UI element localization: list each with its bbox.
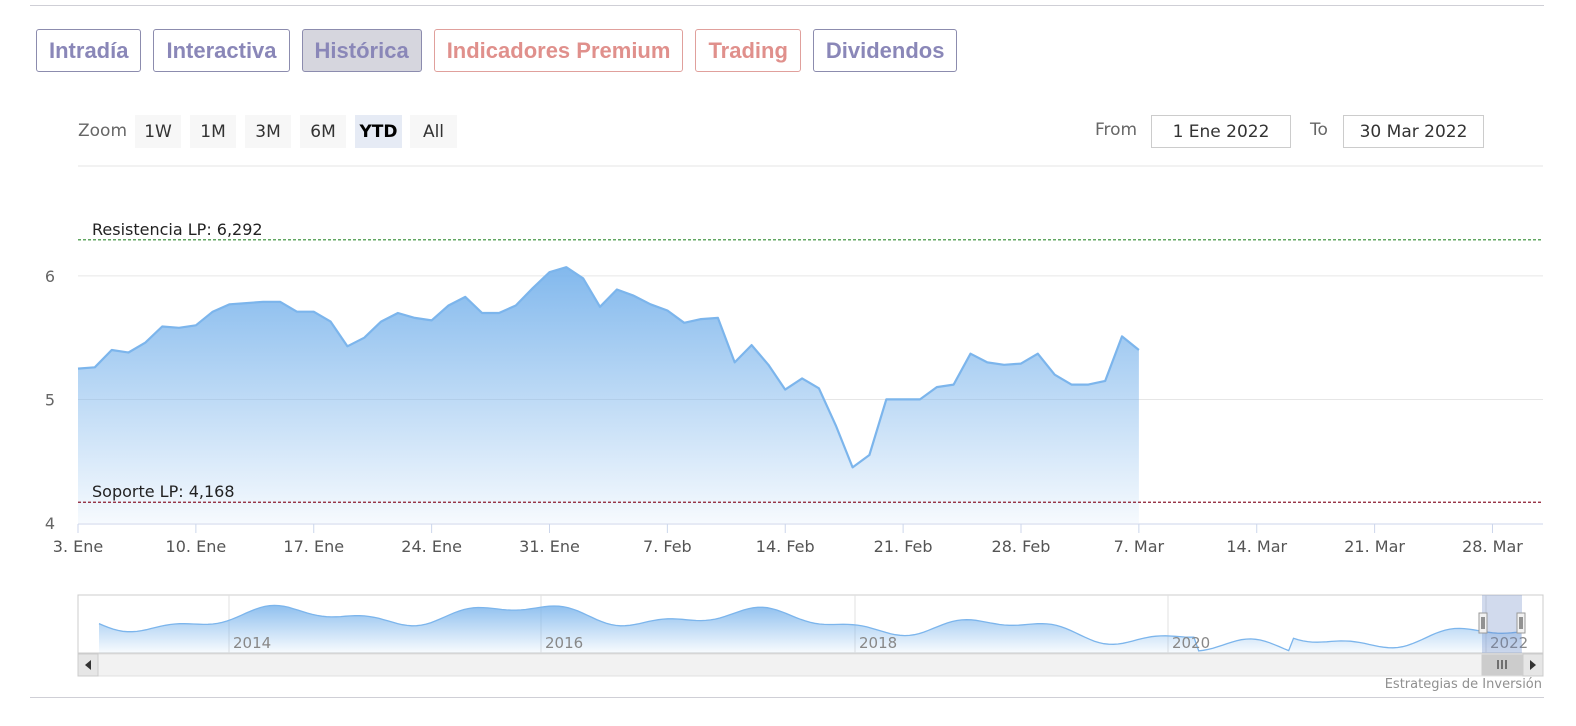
top-rule (30, 5, 1544, 6)
to-date-input[interactable]: 30 Mar 2022 (1343, 115, 1484, 148)
x-tick-label: 14. Mar (1226, 537, 1287, 556)
zoom-ytd-button[interactable]: YTD (355, 115, 402, 148)
zoom-1m-button[interactable]: 1M (190, 115, 236, 148)
navigator-year-label: 2018 (859, 634, 897, 652)
x-tick-label: 10. Ene (166, 537, 227, 556)
navigator-right-handle[interactable] (1516, 612, 1526, 634)
x-tick-label: 28. Mar (1462, 537, 1523, 556)
zoom-label: Zoom (78, 121, 128, 141)
tab-dividendos[interactable]: Dividendos (812, 29, 958, 72)
resistance-label: Resistencia LP: 6,292 (92, 220, 263, 239)
credit-label: Estrategias de Inversión (1384, 677, 1542, 692)
y-tick-label: 4 (45, 514, 55, 533)
x-tick-label: 21. Mar (1344, 537, 1405, 556)
zoom-all-button[interactable]: All (410, 115, 457, 148)
x-tick-label: 7. Feb (643, 537, 692, 556)
x-tick-label: 7. Mar (1114, 537, 1165, 556)
zoom-1w-button[interactable]: 1W (135, 115, 181, 148)
x-tick-label: 3. Ene (53, 537, 103, 556)
navigator-left-handle[interactable] (1478, 612, 1488, 634)
navigator-line (98, 604, 1522, 652)
tab-indicadores-premium[interactable]: Indicadores Premium (433, 29, 684, 72)
scrollbar-track[interactable] (77, 653, 1544, 677)
scroll-right-arrow-icon (1530, 660, 1536, 670)
x-tick-label: 21. Feb (874, 537, 933, 556)
zoom-6m-button[interactable]: 6M (300, 115, 346, 148)
x-tick-label: 14. Feb (756, 537, 815, 556)
bottom-rule (30, 697, 1544, 698)
x-tick-label: 17. Ene (283, 537, 344, 556)
tab-historica[interactable]: Histórica (301, 29, 422, 72)
navigator-selected-range[interactable] (1482, 595, 1522, 653)
navigator-year-label: 2016 (545, 634, 583, 652)
tab-trading[interactable]: Trading (695, 29, 801, 72)
from-date-input[interactable]: 1 Ene 2022 (1151, 115, 1291, 148)
navigator-area (99, 605, 1521, 653)
scroll-left-arrow-icon (85, 660, 91, 670)
navigator-year-label: 2022 (1490, 634, 1528, 652)
navigator-year-label: 2020 (1172, 634, 1210, 652)
y-tick-label: 5 (45, 390, 55, 409)
x-tick-label: 31. Ene (519, 537, 580, 556)
to-label: To (1310, 120, 1328, 140)
price-area-fill (78, 267, 1139, 523)
tab-interactiva[interactable]: Interactiva (153, 29, 290, 72)
zoom-3m-button[interactable]: 3M (245, 115, 291, 148)
price-series-line (77, 266, 1140, 469)
x-tick-label: 28. Feb (992, 537, 1051, 556)
from-label: From (1095, 120, 1138, 140)
x-tick-label: 24. Ene (401, 537, 462, 556)
navigator-year-label: 2014 (233, 634, 271, 652)
y-tick-label: 6 (45, 267, 55, 286)
tab-intradia[interactable]: Intradía (36, 29, 142, 72)
chart-tabs: Intradía Interactiva Histórica Indicador… (36, 29, 969, 74)
support-label: Soporte LP: 4,168 (92, 482, 235, 501)
